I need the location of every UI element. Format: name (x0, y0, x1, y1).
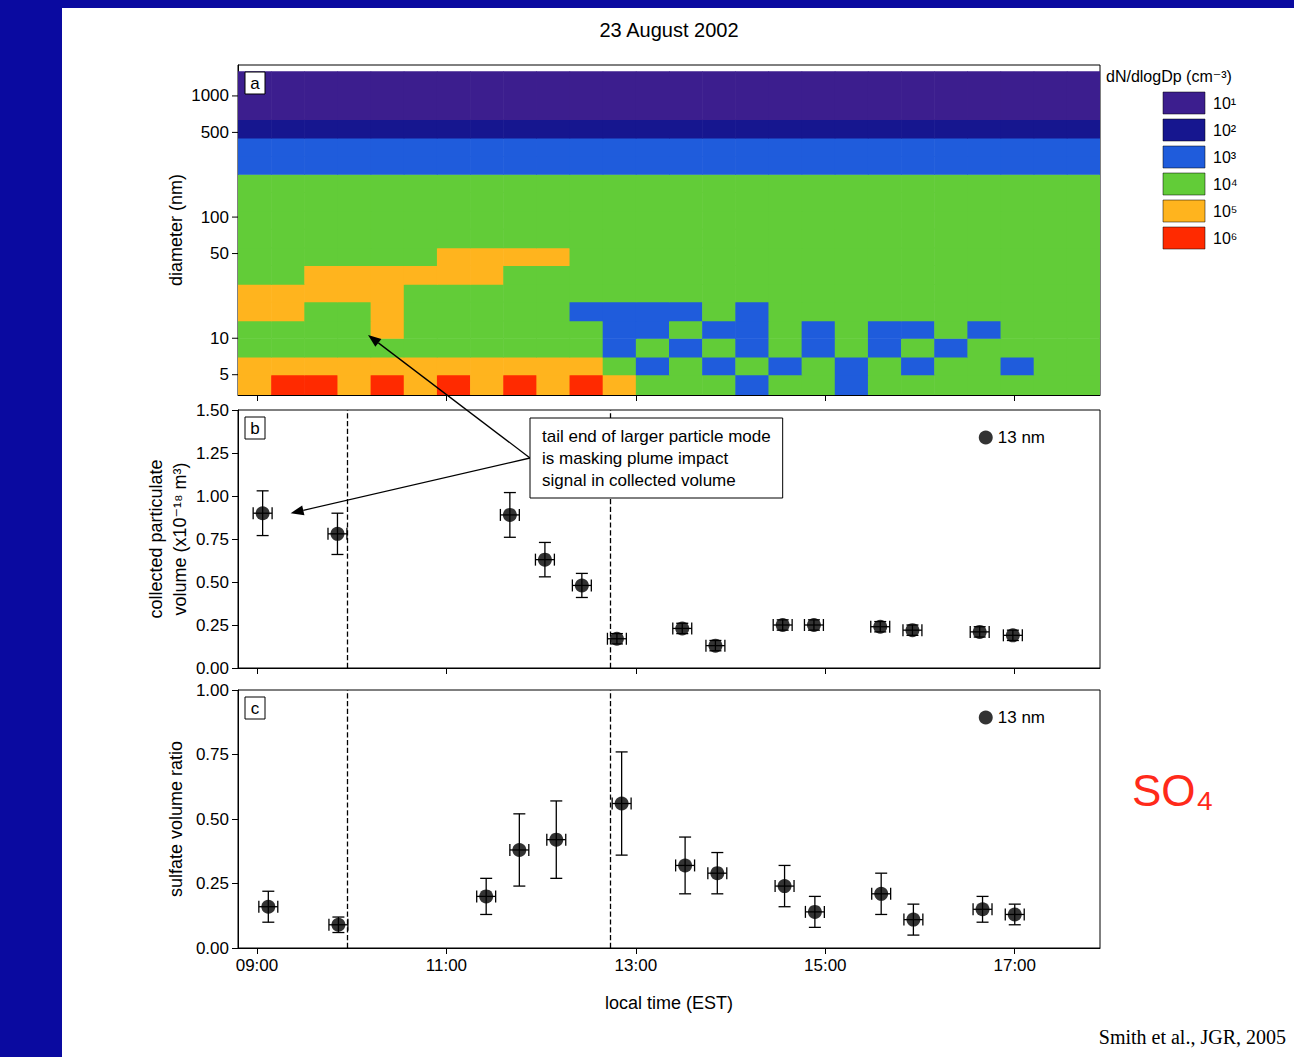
svg-text:500: 500 (201, 123, 229, 142)
svg-text:0.00: 0.00 (196, 939, 229, 958)
svg-text:0.25: 0.25 (196, 616, 229, 635)
svg-text:diameter (nm): diameter (nm) (166, 174, 186, 286)
svg-text:11:00: 11:00 (426, 956, 467, 975)
svg-text:50: 50 (210, 244, 229, 263)
svg-text:10³: 10³ (1213, 149, 1237, 166)
svg-text:a: a (250, 74, 260, 93)
svg-text:local time (EST): local time (EST) (605, 993, 733, 1013)
svg-text:10⁵: 10⁵ (1213, 203, 1237, 220)
svg-text:13 nm: 13 nm (998, 708, 1045, 727)
svg-text:collected particulate: collected particulate (146, 459, 166, 618)
svg-text:sulfate volume ratio: sulfate volume ratio (166, 741, 186, 897)
svg-text:b: b (250, 419, 259, 438)
svg-text:dN/dlogDp (cm⁻³): dN/dlogDp (cm⁻³) (1106, 68, 1232, 85)
svg-text:15:00: 15:00 (804, 956, 847, 975)
svg-text:Smith et al., JGR, 2005: Smith et al., JGR, 2005 (1099, 1026, 1286, 1048)
svg-text:1.00: 1.00 (196, 487, 229, 506)
svg-text:1.25: 1.25 (196, 444, 229, 463)
svg-text:0.00: 0.00 (196, 659, 229, 678)
svg-text:10¹: 10¹ (1213, 95, 1236, 112)
svg-text:5: 5 (220, 365, 229, 384)
svg-text:17:00: 17:00 (993, 956, 1036, 975)
svg-text:0.50: 0.50 (196, 810, 229, 829)
svg-text:100: 100 (201, 208, 229, 227)
svg-text:tail end of larger particle mo: tail end of larger particle mode (542, 427, 771, 446)
svg-text:10⁶: 10⁶ (1213, 230, 1237, 247)
svg-text:13 nm: 13 nm (998, 428, 1045, 447)
svg-text:0.50: 0.50 (196, 573, 229, 592)
svg-text:13:00: 13:00 (615, 956, 658, 975)
svg-text:1000: 1000 (191, 86, 229, 105)
svg-text:signal in collected volume: signal in collected volume (542, 471, 736, 490)
svg-text:10⁴: 10⁴ (1213, 176, 1238, 193)
svg-text:SO₄: SO₄ (1132, 766, 1214, 815)
svg-text:1.00: 1.00 (196, 681, 229, 700)
svg-text:0.75: 0.75 (196, 530, 229, 549)
svg-text:0.25: 0.25 (196, 874, 229, 893)
svg-text:23 August 2002: 23 August 2002 (599, 19, 738, 41)
svg-text:1.50: 1.50 (196, 401, 229, 420)
svg-text:0.75: 0.75 (196, 745, 229, 764)
svg-text:c: c (251, 699, 260, 718)
svg-text:volume (x10⁻¹⁸ m³): volume (x10⁻¹⁸ m³) (170, 462, 190, 615)
svg-text:09:00: 09:00 (236, 956, 279, 975)
svg-text:10²: 10² (1213, 122, 1237, 139)
svg-text:10: 10 (210, 329, 229, 348)
svg-text:is masking plume impact: is masking plume impact (542, 449, 728, 468)
